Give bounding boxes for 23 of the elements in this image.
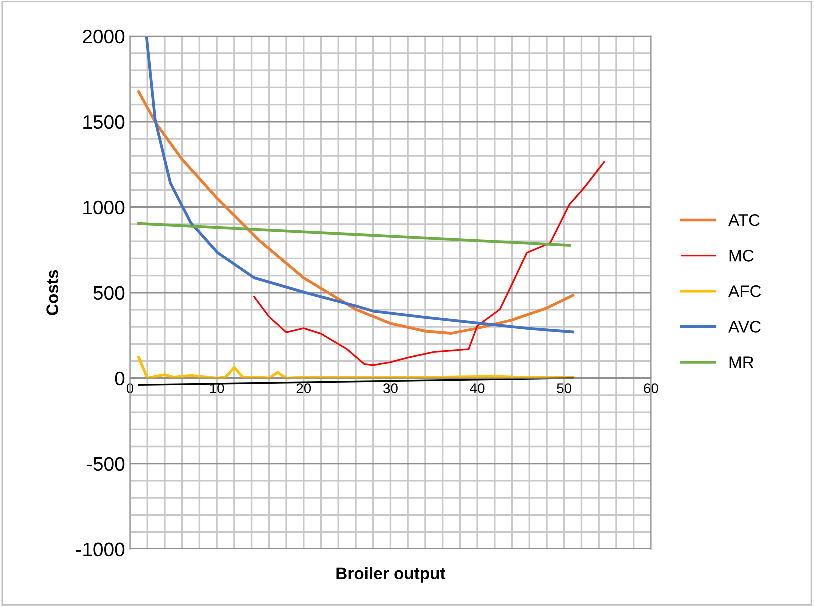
y-tick-label: 1500 xyxy=(84,115,125,130)
x-tick-label: 30 xyxy=(384,384,398,394)
y-tick-label: 1000 xyxy=(84,200,125,215)
x-axis-title: Broiler output xyxy=(336,567,446,583)
y-tick-label: -1000 xyxy=(76,542,125,557)
legend-label: ATC xyxy=(728,214,760,226)
legend-label: AVC xyxy=(728,321,761,333)
x-tick-label: 60 xyxy=(644,384,658,394)
x-tick-label: 40 xyxy=(470,384,485,394)
line-series xyxy=(145,36,574,334)
legend-label: AFC xyxy=(728,286,762,298)
line-series xyxy=(254,161,606,366)
y-tick-label: -500 xyxy=(87,457,125,472)
line-series xyxy=(138,90,574,335)
legend-label: MR xyxy=(730,356,754,368)
line-series xyxy=(138,356,574,380)
x-tick-label: 0 xyxy=(126,384,134,394)
x-tick-label: 50 xyxy=(557,384,572,394)
x-tick-label: 20 xyxy=(296,384,312,394)
legend-label: MC xyxy=(730,250,754,262)
y-axis-title: Costs xyxy=(46,270,58,316)
y-tick-label: 500 xyxy=(94,286,125,300)
y-tick-label: 2000 xyxy=(83,30,125,44)
